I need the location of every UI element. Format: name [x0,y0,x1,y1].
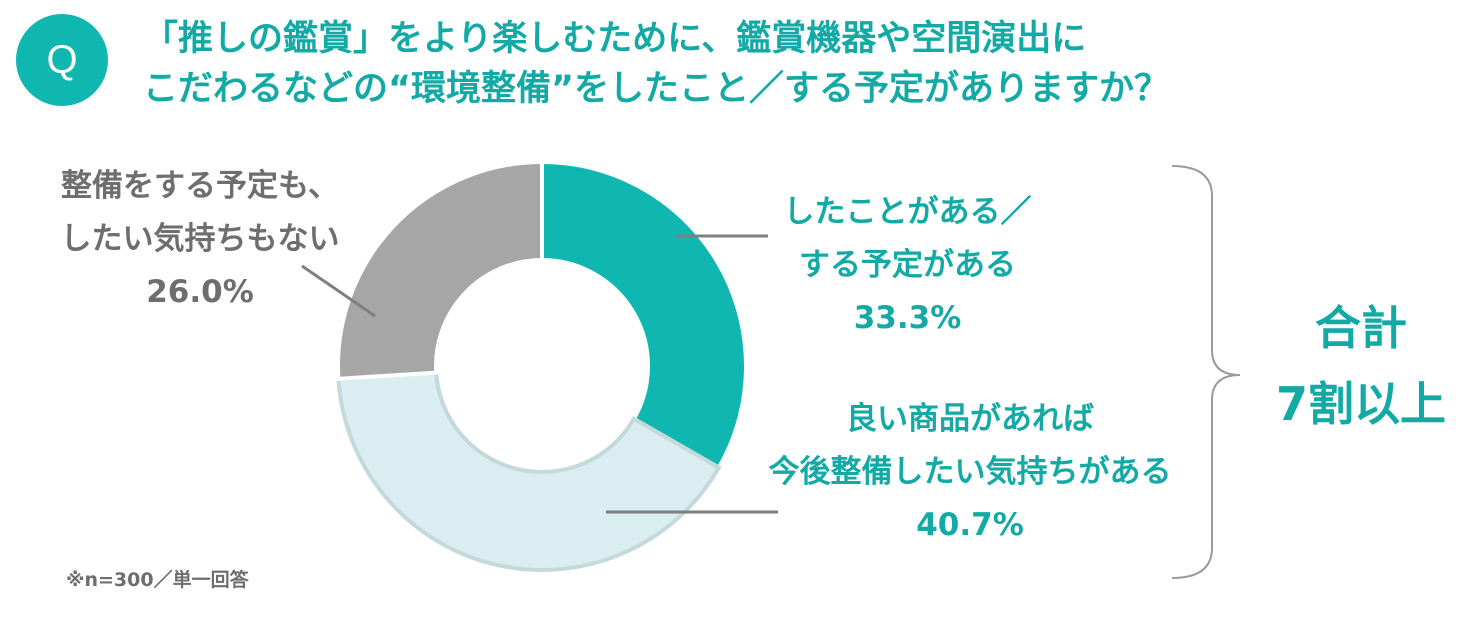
slice-label-want-line2: 今後整備したい気持ちがある [768,454,1172,490]
slice-label-want: 良い商品があれば 今後整備したい気持ちがある 40.7% [745,393,1195,552]
slice-value-none: 26.0% [146,274,254,310]
sample-note: ※n=300／単一回答 [66,569,249,591]
slice-want [336,370,722,572]
total-line-1: 合計 [1315,301,1407,355]
question-line-2: こだわるなどの“環境整備”をしたこと／する予定がありますか？ [143,69,1170,109]
slice-label-none-line2: したい気持ちもない [60,221,340,257]
slice-label-want-line1: 良い商品があれば [846,401,1094,437]
slice-done [540,159,748,471]
slice-value-done: 33.3% [853,300,962,336]
question-title: 「推しの鑑賞」をより楽しむために、鑑賞機器や空間演出に こだわるなどの“環境整備… [143,14,1443,114]
total-brace [1171,165,1241,579]
leader-line-none [301,264,376,318]
total-line-2: 7割以上 [1275,377,1446,431]
slice-label-none-line1: 整備をする予定も、 [60,168,340,204]
total-summary: 合計 7割以上 [1250,290,1472,442]
question-badge: Q [16,14,108,106]
slice-value-want: 40.7% [916,507,1024,543]
slice-label-done-line1: したことがある／ [783,194,1032,230]
slice-label-none: 整備をする予定も、 したい気持ちもない 26.0% [40,160,360,319]
question-line-1: 「推しの鑑賞」をより楽しむために、鑑賞機器や空間演出に [143,19,1087,59]
slice-none [336,159,544,381]
slice-label-done: したことがある／ する予定がある 33.3% [735,186,1080,345]
slice-label-done-line2: する予定がある [799,247,1016,283]
